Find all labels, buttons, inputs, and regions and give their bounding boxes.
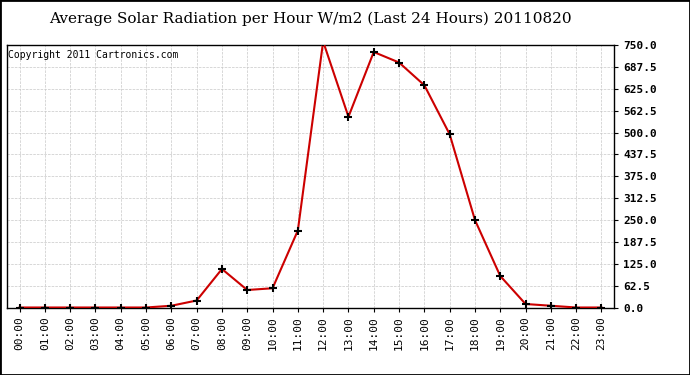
Text: Average Solar Radiation per Hour W/m2 (Last 24 Hours) 20110820: Average Solar Radiation per Hour W/m2 (L… [49, 11, 572, 26]
Text: Copyright 2011 Cartronics.com: Copyright 2011 Cartronics.com [8, 50, 179, 60]
